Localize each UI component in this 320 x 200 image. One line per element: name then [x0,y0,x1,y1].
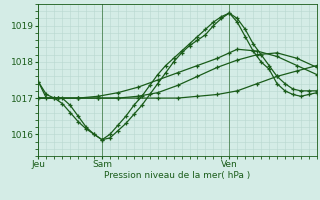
X-axis label: Pression niveau de la mer( hPa ): Pression niveau de la mer( hPa ) [104,171,251,180]
